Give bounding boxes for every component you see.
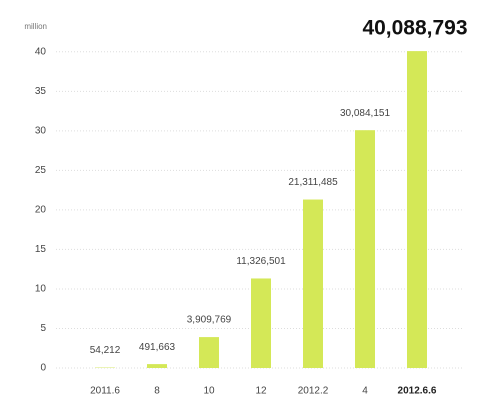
y-tick-label: 25: [35, 165, 47, 176]
y-tick-label: 0: [40, 363, 46, 374]
y-tick-label: 40: [35, 46, 47, 57]
bar: [251, 278, 271, 368]
y-axis-label: million: [24, 22, 47, 31]
bar: [199, 337, 219, 368]
value-label: 21,311,485: [288, 177, 338, 188]
x-tick-label: 4: [362, 386, 368, 397]
y-tick-label: 5: [40, 323, 46, 334]
value-label: 40,088,793: [362, 17, 467, 40]
value-label: 491,663: [139, 342, 176, 353]
value-label: 3,909,769: [187, 315, 232, 326]
bar: [355, 130, 375, 368]
x-tick-label: 12: [255, 386, 267, 397]
bar: [303, 199, 323, 368]
x-tick-label: 8: [154, 386, 160, 397]
y-tick-label: 10: [35, 284, 47, 295]
x-tick-label: 2012.6.6: [398, 386, 437, 397]
y-tick-label: 35: [35, 86, 47, 97]
value-label: 54,212: [90, 345, 121, 356]
y-tick-label: 20: [35, 205, 47, 216]
x-tick-label: 2012.2: [298, 386, 329, 397]
y-tick-label: 30: [35, 125, 47, 136]
x-tick-label: 2011.6: [90, 386, 120, 397]
value-label: 11,326,501: [236, 256, 286, 267]
bar: [147, 364, 167, 368]
y-tick-label: 15: [35, 244, 47, 255]
bar: [407, 51, 427, 368]
x-tick-label: 10: [203, 386, 215, 397]
value-label: 30,084,151: [340, 108, 390, 119]
